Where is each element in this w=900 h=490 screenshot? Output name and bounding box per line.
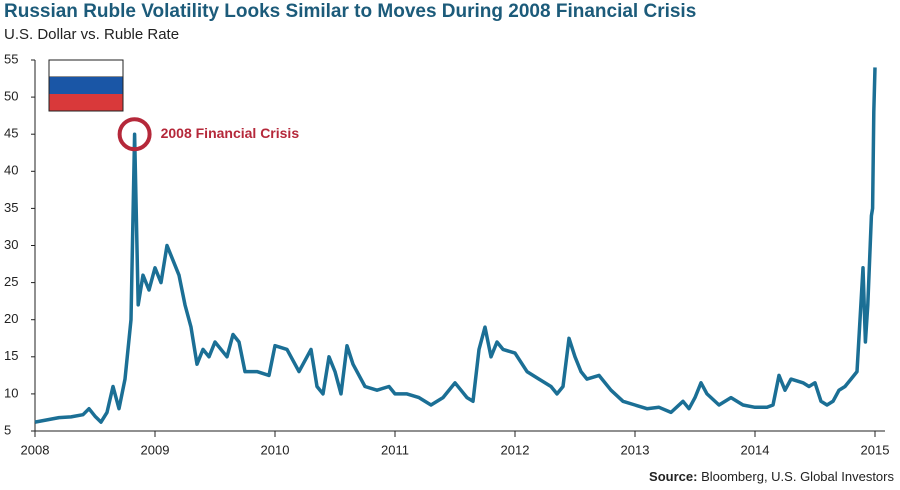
y-tick-label: 5 — [4, 422, 11, 437]
y-tick-label: 15 — [4, 348, 18, 363]
y-tick-label: 45 — [4, 126, 18, 141]
source: Source: Bloomberg, U.S. Global Investors — [649, 469, 894, 484]
source-label: Source: — [649, 469, 697, 484]
x-tick-label: 2014 — [741, 442, 770, 457]
y-tick-label: 20 — [4, 311, 18, 326]
x-tick-label: 2015 — [861, 442, 890, 457]
source-text: Bloomberg, U.S. Global Investors — [701, 469, 894, 484]
annotation: 2008 Financial Crisis — [161, 125, 300, 141]
x-tick-label: 2009 — [141, 442, 170, 457]
line-series — [34, 67, 877, 424]
x-tick-label: 2011 — [381, 442, 409, 457]
y-tick-label: 55 — [4, 51, 18, 66]
y-tick-label: 30 — [4, 237, 18, 252]
x-tick-label: 2008 — [21, 442, 50, 457]
chart-subtitle: U.S. Dollar vs. Ruble Rate — [4, 26, 179, 43]
x-tick-label: 2010 — [261, 442, 290, 457]
flag — [48, 59, 124, 112]
y-tick-label: 35 — [4, 200, 18, 215]
x-tick-label: 2013 — [621, 442, 650, 457]
y-tick-label: 10 — [4, 385, 18, 400]
x-tick-label: 2012 — [501, 442, 530, 457]
chart-title: Russian Ruble Volatility Looks Similar t… — [4, 1, 696, 22]
y-tick-label: 25 — [4, 274, 18, 289]
y-tick-label: 40 — [4, 163, 18, 178]
annotation-circle — [117, 117, 152, 152]
y-tick-label: 50 — [4, 89, 18, 104]
